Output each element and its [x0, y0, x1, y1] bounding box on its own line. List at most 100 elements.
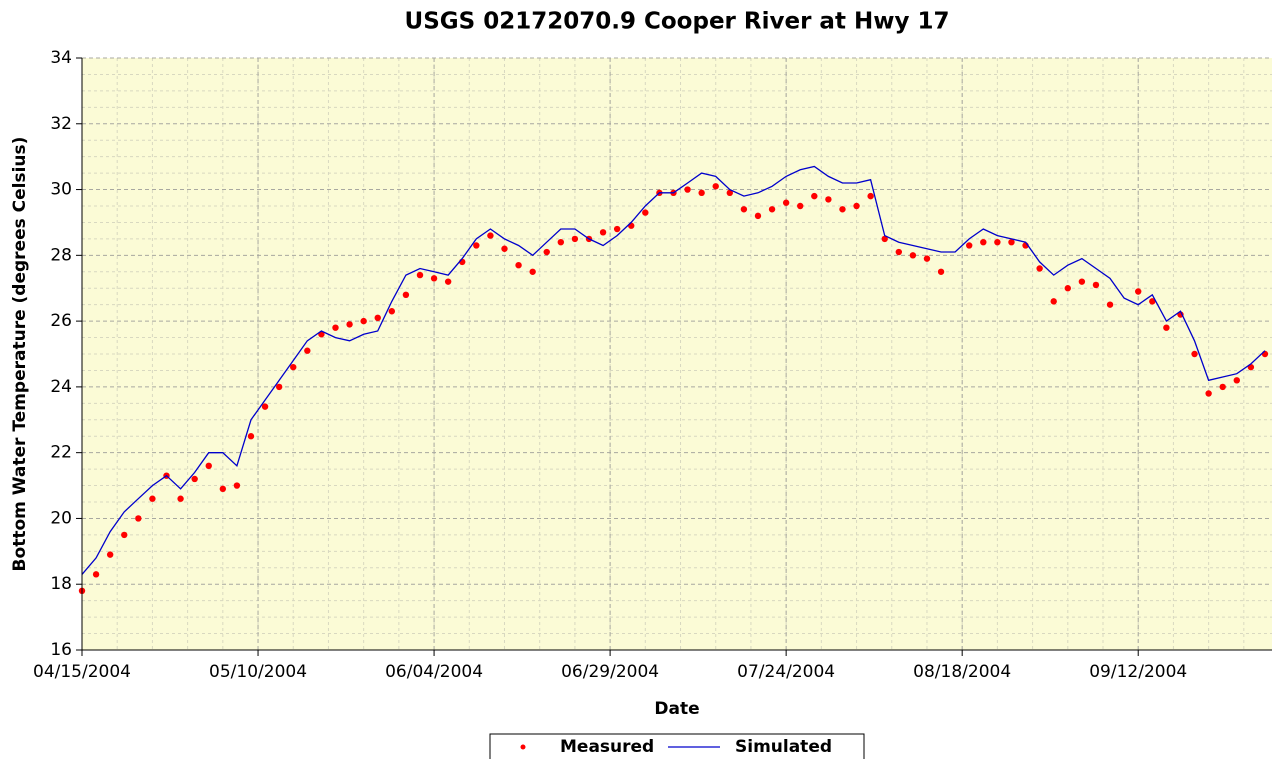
data-point — [346, 321, 353, 328]
data-point — [529, 268, 536, 275]
x-tick-label: 07/24/2004 — [737, 662, 835, 682]
y-axis-label: Bottom Water Temperature (degrees Celsiu… — [10, 137, 30, 572]
data-point — [444, 278, 452, 285]
grid — [81, 57, 1272, 651]
data-point — [923, 255, 931, 262]
data-point — [219, 485, 227, 493]
data-point — [275, 383, 283, 391]
data-point — [1078, 278, 1086, 285]
data-point — [768, 206, 776, 213]
data-point — [1261, 350, 1269, 358]
data-point — [1092, 281, 1100, 289]
legend-label: Simulated — [735, 737, 832, 757]
data-point — [1191, 350, 1198, 358]
data-point — [487, 232, 494, 239]
data-point — [1036, 265, 1043, 272]
y-tick-label: 30 — [50, 180, 72, 200]
data-point — [515, 262, 522, 269]
data-point — [740, 206, 748, 213]
chart-title: USGS 02172070.9 Cooper River at Hwy 17 — [405, 9, 950, 35]
data-point — [261, 403, 269, 410]
data-point — [571, 235, 579, 243]
data-point — [937, 268, 945, 275]
data-point — [909, 252, 917, 259]
data-point — [557, 238, 565, 246]
data-point — [698, 189, 705, 197]
data-point — [177, 495, 184, 502]
data-point — [430, 275, 438, 282]
y-tick-label: 28 — [50, 245, 72, 265]
data-point — [332, 324, 339, 331]
data-point — [360, 317, 367, 325]
y-tick-label: 24 — [50, 377, 72, 397]
data-point — [980, 238, 987, 246]
axes: 16 18 20 22 24 26 28 30 32 34 04/15/2004 05/10/2004… — [33, 48, 1272, 682]
legend-item: Simulated — [668, 737, 832, 757]
data-point — [149, 495, 156, 502]
data-point — [191, 475, 198, 483]
data-point — [712, 183, 719, 190]
x-tick-label: 08/18/2004 — [913, 662, 1011, 682]
data-point — [121, 531, 128, 539]
data-point — [684, 186, 691, 193]
data-point — [853, 202, 860, 210]
legend-swatch — [520, 744, 526, 750]
data-point — [613, 225, 621, 233]
data-point — [92, 571, 100, 578]
data-point — [388, 308, 396, 315]
data-point — [205, 462, 212, 470]
data-point — [135, 515, 142, 522]
data-point — [782, 199, 790, 206]
y-tick-label: 34 — [50, 48, 72, 68]
data-point — [233, 482, 241, 489]
data-point — [797, 202, 804, 210]
x-tick-label: 06/29/2004 — [561, 662, 659, 682]
data-point — [825, 196, 832, 203]
data-point — [416, 271, 424, 279]
data-point — [895, 248, 903, 256]
data-point — [599, 229, 607, 236]
legend-item: Measured — [520, 737, 654, 757]
x-axis-label: Date — [654, 699, 699, 719]
y-tick-label: 32 — [50, 114, 72, 134]
data-point — [966, 242, 973, 249]
x-tick-label: 06/04/2004 — [385, 662, 483, 682]
series-line — [81, 165, 1266, 575]
data-point — [374, 314, 381, 322]
x-tick-label: 09/12/2004 — [1089, 662, 1187, 682]
data-point — [754, 212, 762, 220]
data-point — [642, 209, 649, 216]
legend-label: Measured — [560, 737, 654, 757]
data-point — [881, 235, 888, 243]
y-tick-label: 16 — [50, 640, 72, 660]
data-point — [290, 363, 297, 371]
data-point — [304, 347, 311, 354]
data-point — [811, 192, 818, 200]
data-point — [1064, 285, 1071, 292]
x-tick-label: 05/10/2004 — [209, 662, 307, 682]
data-point — [1008, 238, 1015, 246]
data-point — [628, 222, 635, 229]
marks — [78, 165, 1269, 594]
data-point — [1205, 390, 1212, 397]
data-point — [106, 551, 114, 558]
data-point — [1233, 377, 1240, 384]
data-point — [726, 189, 734, 197]
data-point — [1106, 301, 1114, 308]
data-point — [839, 206, 846, 213]
data-point — [1163, 324, 1170, 331]
y-tick-label: 20 — [50, 508, 72, 528]
data-point — [1135, 288, 1142, 295]
data-point — [247, 433, 255, 440]
data-point — [473, 242, 480, 249]
data-point — [1149, 298, 1156, 305]
y-tick-label: 18 — [50, 574, 72, 594]
x-tick-label: 04/15/2004 — [33, 662, 131, 682]
data-point — [1219, 383, 1226, 391]
data-point — [402, 291, 410, 298]
data-point — [543, 248, 550, 256]
data-point — [1050, 298, 1057, 305]
y-tick-label: 22 — [50, 443, 72, 463]
y-tick-label: 26 — [50, 311, 72, 331]
